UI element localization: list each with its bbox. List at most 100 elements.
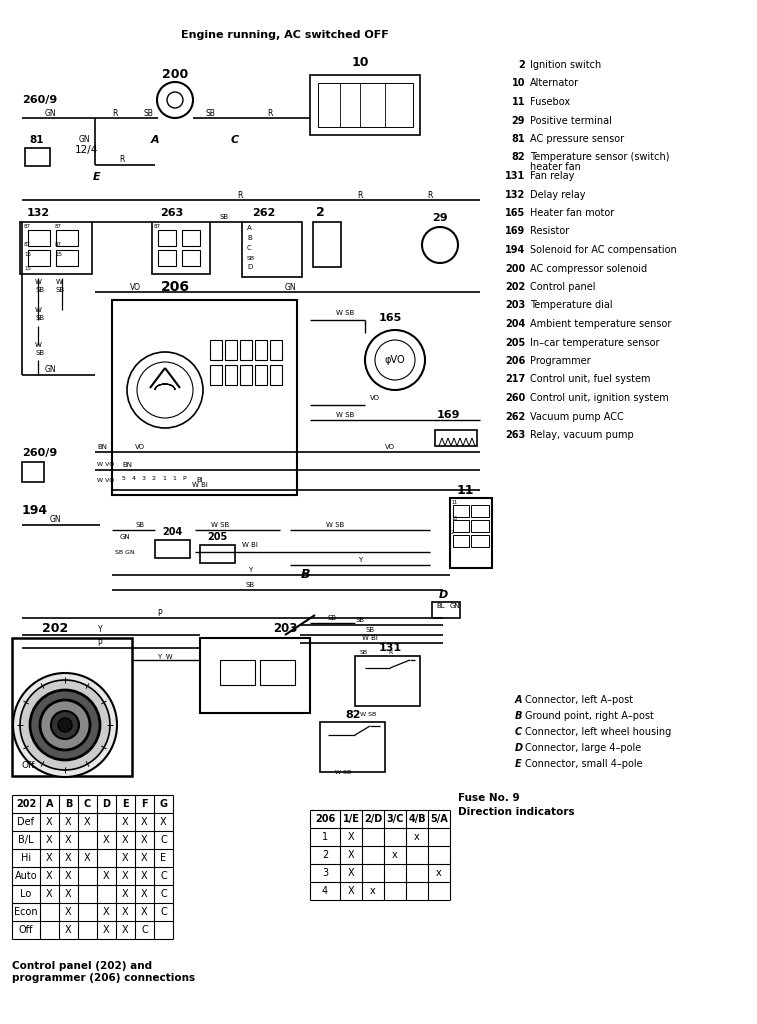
Bar xyxy=(158,250,176,266)
Text: SB: SB xyxy=(136,522,145,528)
Text: X: X xyxy=(122,907,129,918)
Text: GN: GN xyxy=(44,366,56,375)
Text: B: B xyxy=(301,568,310,582)
Text: X: X xyxy=(84,853,91,863)
Text: BN: BN xyxy=(122,462,132,468)
Text: Off: Off xyxy=(22,762,36,770)
Text: 11: 11 xyxy=(512,97,525,106)
Text: Programmer: Programmer xyxy=(530,356,590,366)
Text: X: X xyxy=(103,835,110,845)
Bar xyxy=(270,365,282,385)
Text: In–car temperature sensor: In–car temperature sensor xyxy=(530,338,659,347)
Text: AC pressure sensor: AC pressure sensor xyxy=(530,134,624,144)
Text: D: D xyxy=(438,590,447,600)
Text: 15: 15 xyxy=(24,265,31,270)
Text: W SB: W SB xyxy=(211,522,229,528)
Text: X: X xyxy=(46,853,53,863)
Text: 12/4: 12/4 xyxy=(75,145,98,155)
Bar xyxy=(182,250,200,266)
Text: SB: SB xyxy=(205,109,215,118)
Text: Fusebox: Fusebox xyxy=(530,97,570,106)
Text: 1: 1 xyxy=(162,475,166,480)
Text: C: C xyxy=(84,799,91,809)
Bar xyxy=(260,660,295,685)
Text: X: X xyxy=(65,853,72,863)
Text: X: X xyxy=(103,871,110,881)
Text: SB: SB xyxy=(366,627,375,633)
Text: R: R xyxy=(267,109,273,118)
Text: GN: GN xyxy=(49,515,61,524)
Text: Alternator: Alternator xyxy=(530,79,579,88)
Text: 87: 87 xyxy=(55,224,62,229)
Text: Y: Y xyxy=(98,626,102,635)
Text: 194: 194 xyxy=(505,245,525,255)
Text: Temperature dial: Temperature dial xyxy=(530,300,612,310)
Text: Hi: Hi xyxy=(21,853,31,863)
Text: W: W xyxy=(35,307,42,313)
Text: Control panel (202) and
programmer (206) connections: Control panel (202) and programmer (206)… xyxy=(12,961,195,983)
Text: X: X xyxy=(65,835,72,845)
Text: 206: 206 xyxy=(505,356,525,366)
Text: SB: SB xyxy=(35,350,44,356)
Text: W BI: W BI xyxy=(242,542,258,548)
Circle shape xyxy=(58,718,72,732)
Bar xyxy=(28,230,50,246)
Text: Connector, large 4–pole: Connector, large 4–pole xyxy=(525,743,641,753)
Text: GN: GN xyxy=(120,534,130,540)
Text: 194: 194 xyxy=(22,504,48,516)
Text: x: x xyxy=(414,831,420,842)
Text: 260/9: 260/9 xyxy=(22,95,58,105)
Text: 87: 87 xyxy=(24,242,31,247)
Text: X: X xyxy=(142,871,148,881)
Text: 206: 206 xyxy=(160,280,189,294)
Text: C: C xyxy=(231,135,239,145)
Text: X: X xyxy=(46,871,53,881)
Bar xyxy=(22,462,44,482)
Text: Resistor: Resistor xyxy=(530,226,569,237)
Text: R: R xyxy=(388,649,392,654)
Text: Off: Off xyxy=(19,925,33,935)
Text: R: R xyxy=(112,109,117,118)
Text: 3: 3 xyxy=(142,475,146,480)
Text: C: C xyxy=(141,925,148,935)
Text: 203: 203 xyxy=(273,622,298,635)
Text: SB: SB xyxy=(356,617,365,623)
Text: A: A xyxy=(151,135,159,145)
Bar xyxy=(255,340,267,360)
Text: Connector, small 4–pole: Connector, small 4–pole xyxy=(525,759,643,769)
Bar xyxy=(471,535,489,547)
Bar xyxy=(210,340,222,360)
Text: C: C xyxy=(160,889,167,899)
Bar xyxy=(471,520,489,532)
Bar xyxy=(471,505,489,517)
Text: 132: 132 xyxy=(27,208,50,218)
Text: P: P xyxy=(157,608,162,617)
Text: C: C xyxy=(247,245,252,251)
Bar xyxy=(56,230,78,246)
Text: R: R xyxy=(120,156,125,165)
Bar xyxy=(182,230,200,246)
Text: B: B xyxy=(65,799,72,809)
Text: 200: 200 xyxy=(162,69,188,82)
Text: SB GN: SB GN xyxy=(115,550,135,555)
Text: X: X xyxy=(84,817,91,827)
Text: 205: 205 xyxy=(505,338,525,347)
Circle shape xyxy=(20,680,110,770)
Text: x: x xyxy=(436,868,442,878)
Text: A: A xyxy=(247,225,252,231)
Text: x: x xyxy=(370,886,376,896)
Text: 131: 131 xyxy=(505,171,525,181)
Text: X: X xyxy=(347,886,354,896)
Text: 2: 2 xyxy=(322,850,328,860)
Text: 262: 262 xyxy=(505,412,525,422)
Text: 263: 263 xyxy=(505,430,525,440)
Text: 5/A: 5/A xyxy=(430,814,448,824)
Text: X: X xyxy=(122,889,129,899)
Text: W: W xyxy=(56,279,63,285)
Text: heater fan: heater fan xyxy=(530,163,581,172)
Text: 5: 5 xyxy=(122,475,126,480)
Text: 165: 165 xyxy=(505,208,525,218)
Bar xyxy=(255,365,267,385)
Bar xyxy=(158,230,176,246)
Text: SB: SB xyxy=(245,582,254,588)
